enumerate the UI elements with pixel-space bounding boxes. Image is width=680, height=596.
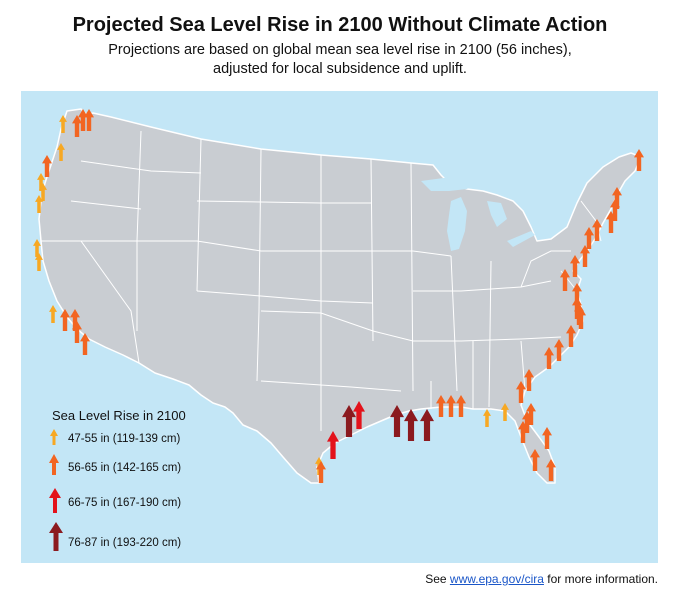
sea-level-arrows xyxy=(33,109,644,483)
sea-level-arrow xyxy=(59,115,67,133)
sea-level-arrow xyxy=(456,395,466,417)
sea-level-arrow xyxy=(353,401,365,429)
sea-level-arrow xyxy=(580,245,590,267)
us-map xyxy=(33,108,644,484)
sea-level-arrow xyxy=(610,199,620,221)
sea-level-arrow xyxy=(390,405,404,437)
sea-level-arrow xyxy=(570,255,580,277)
map-title: Projected Sea Level Rise in 2100 Without… xyxy=(72,14,608,36)
sea-level-arrow xyxy=(84,109,94,131)
legend-label-4: 76-87 in (193-220 cm) xyxy=(68,537,182,549)
footer-prefix: See xyxy=(425,572,450,586)
sea-level-arrow xyxy=(606,211,616,233)
sea-level-arrow xyxy=(42,155,52,177)
sea-level-arrow xyxy=(544,347,554,369)
map-subtitle: Projections are based on global mean sea… xyxy=(60,41,620,79)
legend-item-3: 66-75 in (167-190 cm) xyxy=(46,487,236,515)
legend-arrow-3 xyxy=(49,488,61,513)
sea-level-arrow xyxy=(49,305,57,323)
legend-title: Sea Level Rise in 2100 xyxy=(52,408,186,423)
subtitle-line-1: Projections are based on global mean sea… xyxy=(108,42,572,58)
sea-level-arrow xyxy=(483,409,491,427)
sea-level-arrow xyxy=(446,395,456,417)
lake-michigan xyxy=(447,197,467,251)
sea-level-arrow xyxy=(57,143,65,161)
lake-huron xyxy=(487,201,507,227)
legend-item-2: 56-65 in (142-165 cm) xyxy=(46,453,236,481)
legend-label-2: 56-65 in (142-165 cm) xyxy=(68,462,182,474)
subtitle-line-2: adjusted for local subsidence and uplift… xyxy=(213,61,467,77)
sea-level-arrow xyxy=(542,427,552,449)
sea-level-arrow xyxy=(35,253,43,271)
legend-arrow-4 xyxy=(49,522,63,551)
sea-level-arrow xyxy=(60,309,70,331)
sea-level-arrow xyxy=(566,325,576,347)
legend-arrow-2 xyxy=(49,454,59,475)
cira-link[interactable]: www.epa.gov/cira xyxy=(449,572,544,586)
legend-label-1: 47-55 in (119-139 cm) xyxy=(68,433,181,445)
sea-level-arrow xyxy=(572,283,582,305)
sea-level-arrow xyxy=(404,409,418,441)
sea-level-arrow xyxy=(560,269,570,291)
sea-level-arrow xyxy=(526,403,536,425)
sea-level-arrow xyxy=(612,187,622,209)
legend-item-4: 76-87 in (193-220 cm) xyxy=(46,521,236,551)
legend-arrow-1 xyxy=(50,429,58,445)
sea-level-arrow xyxy=(72,115,82,137)
sea-level-arrow xyxy=(420,409,434,441)
sea-level-arrow xyxy=(39,183,47,201)
sea-level-arrow xyxy=(522,411,532,433)
sea-level-arrow xyxy=(518,421,528,443)
sea-level-arrow xyxy=(554,339,564,361)
sea-level-arrow xyxy=(33,239,41,257)
sea-level-arrow xyxy=(37,173,45,191)
sea-level-arrow xyxy=(327,431,339,459)
sea-level-arrow xyxy=(584,227,594,249)
sea-level-arrow xyxy=(592,219,602,241)
sea-level-arrow xyxy=(516,381,526,403)
legend-label-3: 66-75 in (167-190 cm) xyxy=(68,497,182,509)
sea-level-arrow xyxy=(78,109,88,131)
sea-level-arrow xyxy=(316,461,326,483)
sea-level-arrow xyxy=(436,395,446,417)
state-borders xyxy=(41,130,602,431)
legend-item-1: 47-55 in (119-139 cm) xyxy=(46,427,236,455)
footer-note: See www.epa.gov/cira for more informatio… xyxy=(425,572,658,586)
sea-level-arrow xyxy=(72,321,82,343)
sea-level-arrow xyxy=(530,449,540,471)
sea-level-arrow xyxy=(634,149,644,171)
lake-erie xyxy=(507,231,535,247)
sea-level-arrow xyxy=(546,459,556,481)
sea-level-arrow xyxy=(80,333,90,355)
lake-superior xyxy=(421,177,473,191)
sea-level-arrow xyxy=(342,405,356,437)
legend: Sea Level Rise in 2100 47-55 in (119-139… xyxy=(30,405,230,555)
sea-level-arrow xyxy=(70,309,80,331)
sea-level-arrow xyxy=(576,307,586,329)
sea-level-arrow xyxy=(35,195,43,213)
sea-level-arrow xyxy=(501,403,509,421)
footer-suffix: for more information. xyxy=(543,572,658,586)
sea-level-arrow xyxy=(524,369,534,391)
map-panel xyxy=(21,91,658,563)
